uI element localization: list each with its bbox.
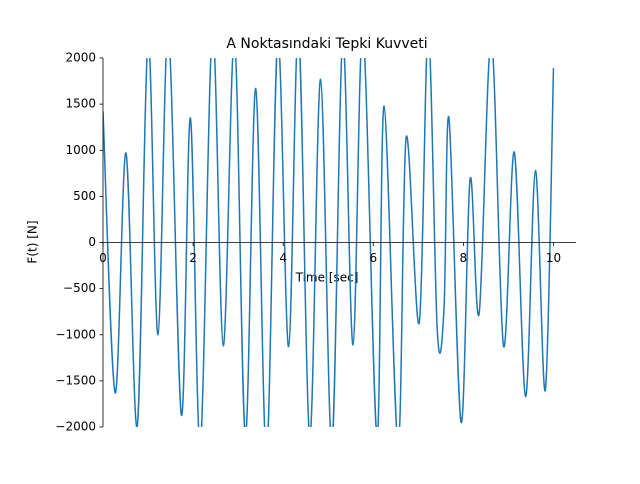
y-tick-label: 1500 (65, 97, 96, 111)
x-tick-label: 4 (279, 251, 287, 265)
x-tick-label: 6 (369, 251, 377, 265)
y-tick-label: −1500 (55, 373, 96, 387)
x-tick-label: 0 (99, 251, 107, 265)
y-tick-label: −2000 (55, 420, 96, 434)
x-tick-label: 10 (546, 251, 561, 265)
y-tick-label: 500 (73, 189, 96, 203)
chart-title: A Noktasındaki Tepki Kuvveti (226, 36, 427, 52)
y-tick-label: 0 (88, 235, 96, 249)
y-axis-label: F(t) [N] (26, 220, 40, 263)
y-tick-label: 1000 (65, 143, 96, 157)
y-tick-label: −1000 (55, 327, 96, 341)
data-line (103, 58, 555, 427)
y-tick-label: 2000 (65, 51, 96, 65)
y-tick-label: −500 (63, 281, 96, 295)
x-tick-label: 2 (189, 251, 197, 265)
x-tick-label: 8 (460, 251, 468, 265)
